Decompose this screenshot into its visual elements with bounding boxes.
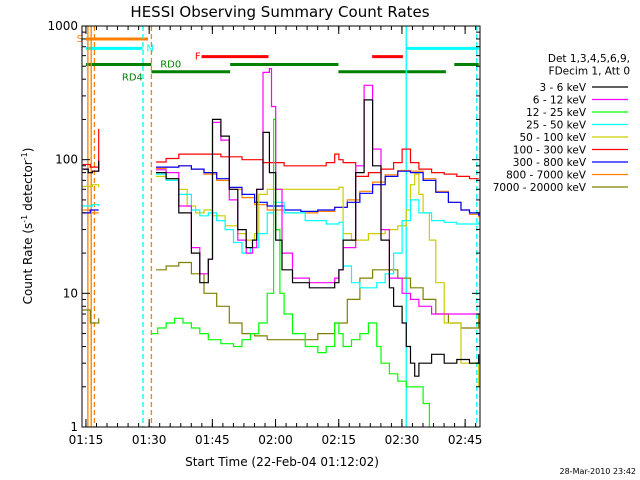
- y-axis-label-sup: -1: [20, 215, 29, 223]
- flag-label: RD4: [122, 73, 143, 84]
- plot-frame: [81, 25, 481, 428]
- series-layer: [82, 68, 480, 427]
- legend: Det 1,3,4,5,6,9,FDecim 1, Att 0 3 - 6 keV…: [493, 53, 630, 194]
- vlines-layer: [87, 26, 478, 427]
- y-axis-label-part: detector: [21, 160, 35, 215]
- legend-entry: 7000 - 20000 keV: [493, 182, 587, 194]
- legend-entry: 100 - 300 keV: [513, 145, 587, 157]
- legend-entry: 12 - 25 keV: [526, 107, 587, 119]
- flag-label: S: [77, 34, 83, 45]
- y-axis-label-part: Count Rate (s: [21, 223, 35, 305]
- chart-title: HESSI Observing Summary Count Rates: [130, 3, 429, 21]
- series-line: [82, 165, 480, 216]
- legend-entry: 6 - 12 keV: [533, 95, 587, 107]
- x-tick-label: 01:15: [69, 433, 104, 447]
- x-tick-label: 01:45: [195, 433, 230, 447]
- legend-header: Det 1,3,4,5,6,9,: [548, 53, 630, 65]
- series-line: [82, 173, 480, 387]
- y-axis-label-sup: -1: [20, 152, 29, 160]
- x-tick-label: 02:15: [321, 433, 356, 447]
- ticks-layer: 01:15 01:30 01:45 02:00 02:15 02:30 02:45 1 10 10…: [47, 19, 482, 447]
- flag-label: N: [146, 43, 153, 54]
- flag-label: RD0: [160, 60, 181, 71]
- flag-label: F: [195, 52, 201, 63]
- y-tick-label: 10: [63, 286, 78, 300]
- x-tick-label: 02:30: [385, 433, 420, 447]
- timestamp: 28-Mar-2010 23:42: [560, 467, 637, 476]
- y-tick-label: 1: [70, 420, 78, 434]
- series-line: [151, 118, 430, 427]
- x-tick-label: 02:00: [258, 433, 293, 447]
- legend-header: FDecim 1, Att 0: [549, 66, 630, 78]
- y-axis-label-part: ): [21, 148, 35, 153]
- x-axis-label: Start Time (22-Feb-04 01:12:02): [185, 455, 379, 469]
- y-tick-label: 1000: [47, 19, 78, 33]
- legend-entry: 3 - 6 keV: [539, 82, 586, 94]
- legend-entry: 25 - 50 keV: [526, 120, 587, 132]
- legend-entry: 300 - 800 keV: [513, 157, 587, 169]
- x-tick-label: 02:45: [448, 433, 483, 447]
- x-tick-label: 01:30: [132, 433, 167, 447]
- legend-entry: 800 - 7000 keV: [506, 170, 587, 182]
- series-line: [82, 99, 480, 377]
- y-axis-label: Count Rate (s-1 detector-1): [20, 148, 35, 305]
- series-line: [82, 128, 479, 180]
- flags-layer: S N F RD0 RD4: [77, 34, 479, 84]
- legend-entry: 50 - 100 keV: [519, 132, 586, 144]
- y-tick-label: 100: [55, 153, 78, 167]
